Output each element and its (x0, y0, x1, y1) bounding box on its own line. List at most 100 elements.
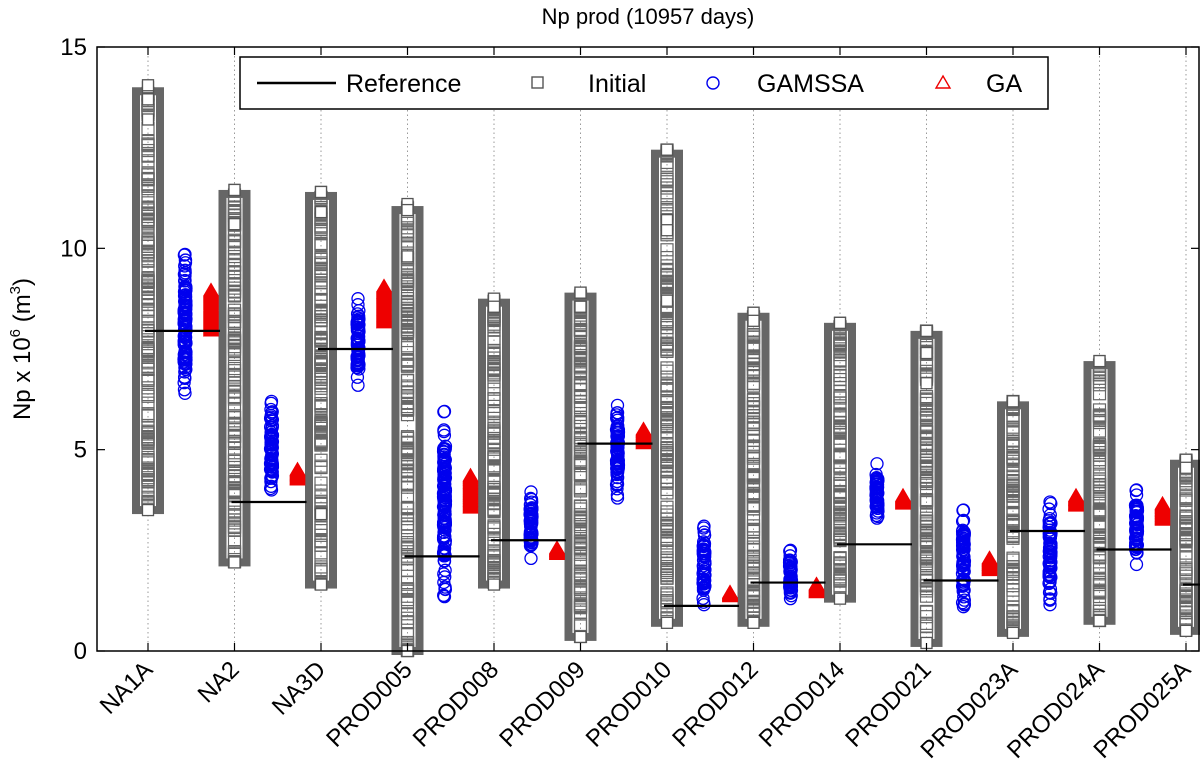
gamssa-marker (1043, 544, 1058, 559)
initial-marker (746, 502, 761, 516)
x-tick-label: NA1A (95, 656, 158, 719)
initial-marker (487, 343, 501, 358)
initial-marker (746, 350, 761, 365)
initial-marker (833, 460, 847, 474)
initial-marker (487, 347, 501, 361)
initial-marker (1092, 585, 1107, 599)
gamssa-marker (179, 351, 193, 365)
gamssa-marker (437, 404, 452, 419)
initial-marker (1092, 403, 1107, 417)
initial-marker (573, 324, 588, 338)
initial-marker (1092, 368, 1107, 382)
gamssa-marker (437, 567, 451, 581)
initial-marker (1179, 567, 1193, 581)
y-axis-label: Np x 106 (m3) (7, 278, 36, 420)
initial-marker (400, 627, 415, 641)
initial-marker (660, 213, 674, 227)
initial-marker (573, 344, 588, 358)
initial-marker (1092, 490, 1107, 504)
initial-marker (746, 341, 761, 355)
gamssa-marker (610, 491, 625, 505)
x-tick-label: PROD005 (321, 656, 417, 752)
initial-marker (141, 343, 155, 357)
initial-marker (227, 409, 242, 423)
gamssa-marker (611, 456, 625, 471)
initial-marker (314, 546, 328, 560)
initial-marker (747, 314, 760, 327)
initial-marker (919, 619, 934, 633)
initial-marker (1006, 434, 1020, 448)
initial-marker (314, 408, 328, 422)
initial-marker (919, 570, 934, 585)
initial-marker (141, 291, 155, 305)
ga-marker (1067, 487, 1085, 502)
gamssa-marker (610, 398, 625, 413)
gamssa-marker (956, 527, 971, 542)
initial-marker (314, 563, 328, 577)
legend-ga-marker (934, 74, 952, 89)
initial-marker (141, 304, 155, 318)
initial-marker (401, 250, 414, 263)
initial-marker (487, 553, 501, 568)
initial-marker (746, 594, 761, 608)
gamssa-marker (610, 408, 624, 422)
initial-marker (314, 205, 328, 219)
initial-marker (919, 605, 934, 619)
initial-marker (833, 592, 847, 605)
initial-marker (746, 415, 761, 429)
initial-marker (833, 391, 847, 405)
gamssa-marker (351, 310, 365, 325)
initial-marker (660, 243, 674, 257)
initial-marker (1179, 493, 1193, 507)
initial-marker (573, 367, 588, 381)
initial-marker (1179, 546, 1193, 560)
initial-marker (141, 93, 155, 106)
gamssa-marker (438, 453, 452, 467)
initial-marker (660, 278, 674, 292)
initial-marker (227, 484, 242, 499)
initial-marker (660, 294, 674, 307)
initial-marker (314, 339, 328, 353)
initial-marker (141, 264, 155, 278)
initial-marker (573, 359, 588, 373)
y-tick-labels: 0 5 10 15 (60, 34, 87, 665)
initial-marker (746, 377, 761, 391)
initial-marker (573, 511, 588, 525)
initial-marker (227, 446, 242, 460)
initial-marker (919, 424, 934, 439)
gamssa-marker (956, 572, 971, 586)
initial-marker (660, 551, 674, 565)
gamssa-marker (956, 600, 971, 614)
initial-marker (833, 384, 847, 398)
initial-marker (919, 619, 934, 633)
gamssa-marker (1130, 538, 1144, 552)
gamssa-marker (870, 497, 884, 511)
initial-marker (746, 459, 761, 474)
initial-marker (400, 295, 415, 309)
initial-marker (141, 461, 155, 475)
initial-marker (400, 582, 415, 596)
initial-marker (227, 285, 242, 299)
gamssa-marker (263, 442, 278, 456)
initial-marker (314, 476, 328, 490)
legend-gamssa-label: GAMSSA (757, 70, 864, 98)
initial-marker (660, 224, 674, 237)
gamssa-marker (177, 338, 191, 352)
gamssa-marker (609, 454, 624, 468)
gamssa-marker (437, 529, 452, 543)
gamssa-marker (696, 582, 711, 596)
initial-marker (487, 335, 501, 349)
initial-marker (573, 330, 588, 345)
initial-marker (573, 541, 588, 556)
initial-marker (400, 615, 415, 629)
initial-marker (573, 398, 588, 412)
gamssa-marker (178, 256, 193, 270)
initial-marker (833, 489, 847, 503)
gamssa-marker (351, 292, 365, 306)
initial-marker (400, 616, 415, 630)
ga-marker (981, 550, 998, 564)
initial-marker (1006, 560, 1020, 574)
initial-marker (141, 389, 155, 403)
initial-marker (746, 376, 761, 390)
gamssa-marker (870, 511, 884, 525)
